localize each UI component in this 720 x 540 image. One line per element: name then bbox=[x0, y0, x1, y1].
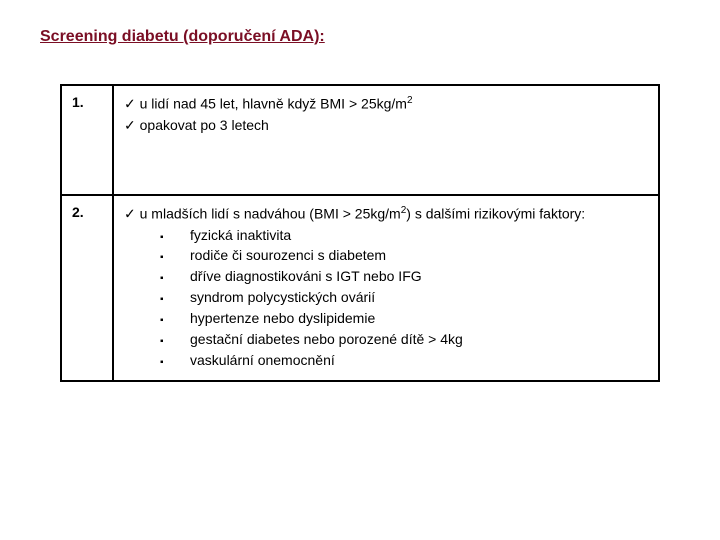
bullet-icon: ▪ bbox=[160, 272, 190, 286]
screening-table: 1. ✓ u lidí nad 45 let, hlavně když BMI … bbox=[60, 84, 660, 382]
list-text: dříve diagnostikováni s IGT nebo IFG bbox=[190, 268, 422, 284]
list-text: hypertenze nebo dyslipidemie bbox=[190, 310, 375, 326]
list-text: fyzická inaktivita bbox=[190, 227, 291, 243]
list-item: ▪fyzická inaktivita bbox=[160, 226, 648, 245]
table-row: 2. ✓ u mladších lidí s nadváhou (BMI > 2… bbox=[61, 195, 659, 381]
list-text: vaskulární onemocnění bbox=[190, 352, 335, 368]
sub-list: ▪fyzická inaktivita ▪rodiče či sourozenc… bbox=[160, 226, 648, 370]
row-content: ✓ u lidí nad 45 let, hlavně když BMI > 2… bbox=[113, 85, 659, 195]
row-number: 2. bbox=[61, 195, 113, 381]
check-icon: ✓ bbox=[124, 96, 136, 112]
list-item: ▪syndrom polycystických ovárií bbox=[160, 288, 648, 307]
row-number: 1. bbox=[61, 85, 113, 195]
page-title: Screening diabetu (doporučení ADA): bbox=[40, 28, 680, 46]
list-item: ▪rodiče či sourozenci s diabetem bbox=[160, 246, 648, 265]
list-item: ▪hypertenze nebo dyslipidemie bbox=[160, 309, 648, 328]
list-item: ▪vaskulární onemocnění bbox=[160, 351, 648, 370]
list-text: syndrom polycystických ovárií bbox=[190, 289, 375, 305]
check-item: ✓ opakovat po 3 letech bbox=[124, 116, 648, 135]
check-text: opakovat po 3 letech bbox=[140, 117, 269, 133]
check-text: u lidí nad 45 let, hlavně když BMI > 25k… bbox=[140, 96, 407, 112]
check-text: u mladších lidí s nadváhou (BMI > 25kg/m bbox=[140, 206, 401, 222]
check-item: ✓ u lidí nad 45 let, hlavně když BMI > 2… bbox=[124, 94, 648, 114]
check-icon: ✓ bbox=[124, 206, 136, 222]
list-item: ▪dříve diagnostikováni s IGT nebo IFG bbox=[160, 267, 648, 286]
row-content: ✓ u mladších lidí s nadváhou (BMI > 25kg… bbox=[113, 195, 659, 381]
bullet-icon: ▪ bbox=[160, 314, 190, 328]
bullet-icon: ▪ bbox=[160, 293, 190, 307]
superscript: 2 bbox=[407, 95, 413, 106]
check-text-post: ) s dalšími rizikovými faktory: bbox=[406, 206, 585, 222]
bullet-icon: ▪ bbox=[160, 231, 190, 245]
check-item: ✓ u mladších lidí s nadváhou (BMI > 25kg… bbox=[124, 204, 648, 224]
list-text: gestační diabetes nebo porozené dítě > 4… bbox=[190, 331, 463, 347]
list-item: ▪gestační diabetes nebo porozené dítě > … bbox=[160, 330, 648, 349]
bullet-icon: ▪ bbox=[160, 335, 190, 349]
list-text: rodiče či sourozenci s diabetem bbox=[190, 247, 386, 263]
bullet-icon: ▪ bbox=[160, 356, 190, 370]
bullet-icon: ▪ bbox=[160, 251, 190, 265]
check-icon: ✓ bbox=[124, 117, 136, 133]
table-row: 1. ✓ u lidí nad 45 let, hlavně když BMI … bbox=[61, 85, 659, 195]
